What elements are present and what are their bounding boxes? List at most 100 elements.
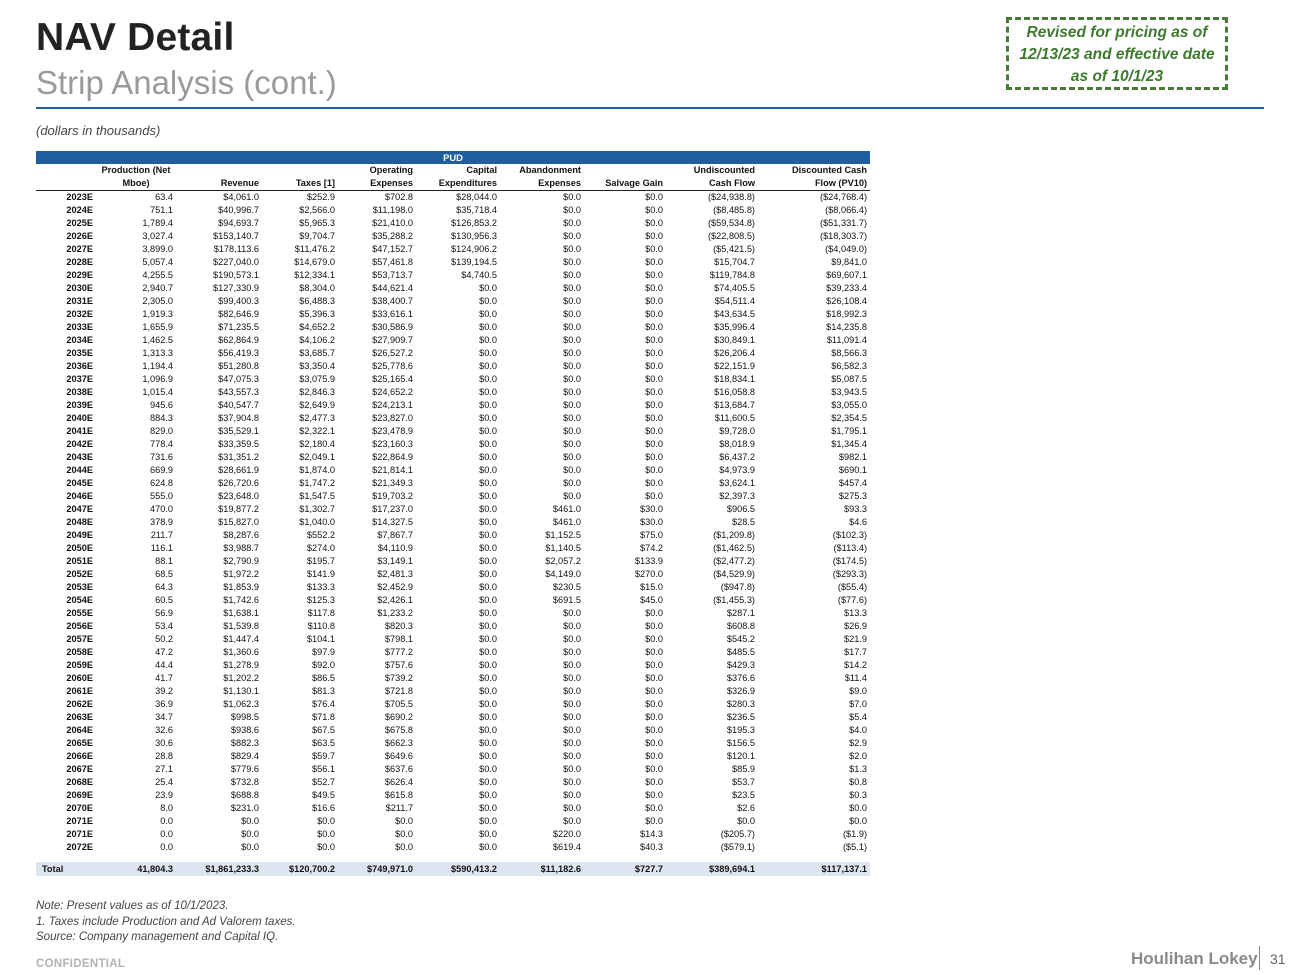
value-cell: $0.0 (645, 296, 663, 306)
value-cell: $16,058.8 (714, 387, 755, 397)
column-header: Expenses (338, 177, 416, 191)
houlihan-lokey-logo: Houlihan Lokey (1131, 949, 1258, 968)
year-cell: 2044E (66, 465, 93, 475)
value-cell: 2,305.0 (142, 296, 173, 306)
column-header: Mboe) (96, 177, 176, 191)
value-cell: $2,354.5 (831, 413, 868, 423)
value-cell: $2.6 (737, 803, 755, 813)
value-cell: $0.0 (645, 634, 663, 644)
value-cell: $2.0 (849, 751, 868, 761)
value-cell: 32.6 (155, 725, 173, 735)
year-cell: 2037E (66, 374, 93, 384)
table-row: 2059E 44.4 $1,278.9 $92.0 $757.6 $0.0 $0.0 $0.0… (36, 659, 870, 672)
value-cell: $0.0 (479, 829, 497, 839)
value-cell: $1,040.0 (299, 517, 335, 527)
value-cell: $0.0 (563, 725, 581, 735)
year-cell: 2043E (66, 452, 93, 462)
value-cell: 63.4 (155, 192, 173, 202)
value-cell: $14.2 (844, 660, 868, 670)
column-header (176, 164, 262, 177)
value-cell: $376.6 (726, 673, 755, 683)
value-cell: $0.0 (479, 517, 497, 527)
value-cell: $0.0 (479, 725, 497, 735)
value-cell: 47.2 (155, 647, 173, 657)
value-cell: $110.8 (307, 621, 335, 631)
value-cell: $23,478.9 (372, 426, 413, 436)
value-cell: $0.0 (645, 426, 663, 436)
total-value: $727.7 (584, 862, 666, 876)
value-cell: 34.7 (155, 712, 173, 722)
value-cell: ($4,049.0) (825, 244, 868, 254)
year-cell: 2028E (66, 257, 93, 267)
table-row: 2072E 0.0 $0.0 $0.0 $0.0 $0.0 $619.4 $40.3 ($579… (36, 841, 870, 854)
year-cell: 2070E (66, 803, 93, 813)
column-header: Salvage Gain (584, 177, 666, 191)
value-cell: $54,511.4 (714, 296, 755, 306)
value-cell: 751.1 (150, 205, 173, 215)
value-cell: $11,198.0 (372, 205, 413, 215)
year-cell: 2058E (66, 647, 93, 657)
value-cell: ($22,808.5) (708, 231, 755, 241)
value-cell: $1,202.2 (223, 673, 259, 683)
value-cell: $0.0 (849, 816, 868, 826)
value-cell: $3,988.7 (223, 543, 259, 553)
value-cell: $0.0 (645, 400, 663, 410)
year-cell: 2053E (66, 582, 93, 592)
value-cell: $608.8 (726, 621, 755, 631)
confidential-label: CONFIDENTIAL (36, 958, 126, 970)
value-cell: $1,152.5 (545, 530, 581, 540)
value-cell: $74.2 (640, 543, 663, 553)
value-cell: ($55.4) (837, 582, 868, 592)
value-cell: $75.0 (640, 530, 663, 540)
table-row: 2047E 470.0 $19,877.2 $1,302.7 $17,237.0 $0.0… (36, 503, 870, 516)
value-cell: $51,280.8 (218, 361, 259, 371)
value-cell: $0.8 (849, 777, 868, 787)
value-cell: $57,461.8 (372, 257, 413, 267)
value-cell: $275.3 (838, 491, 868, 501)
table-row: 2036E 1,194.4 $51,280.8 $3,350.4 $25,778.6 $0… (36, 360, 870, 373)
year-cell: 2057E (66, 634, 93, 644)
value-cell: $0.0 (563, 296, 581, 306)
value-cell: $53,713.7 (372, 270, 413, 280)
value-cell: $15,704.7 (714, 257, 755, 267)
value-cell: ($102.3) (832, 530, 868, 540)
value-cell: $280.3 (726, 699, 755, 709)
column-header-row: Production (Net Operating Capital Abandonme… (36, 164, 870, 177)
value-cell: 1,096.9 (142, 374, 173, 384)
value-cell: $18,834.1 (714, 374, 755, 384)
value-cell: 778.4 (150, 439, 173, 449)
value-cell: $8,018.9 (719, 439, 755, 449)
value-cell: $0.0 (645, 205, 663, 215)
value-cell: 27.1 (155, 764, 173, 774)
value-cell: $4,110.9 (377, 543, 413, 553)
column-header (36, 164, 96, 177)
year-cell: 2061E (66, 686, 93, 696)
table-row: 2058E 47.2 $1,360.6 $97.9 $777.2 $0.0 $0.0 $0.0… (36, 646, 870, 659)
value-cell: $0.0 (479, 686, 497, 696)
value-cell: $3,624.1 (719, 478, 755, 488)
value-cell: $67.5 (312, 725, 335, 735)
value-cell: 68.5 (155, 569, 173, 579)
table-row: 2050E 116.1 $3,988.7 $274.0 $4,110.9 $0.0 $1,1… (36, 542, 870, 555)
value-cell: $27,909.7 (372, 335, 413, 345)
revised-pricing-note: Revised for pricing as of 12/13/23 and e… (1006, 17, 1228, 90)
value-cell: $56.1 (312, 764, 335, 774)
value-cell: $0.0 (563, 400, 581, 410)
value-cell: $40,996.7 (218, 205, 259, 215)
value-cell: $127,330.9 (213, 283, 259, 293)
value-cell: $0.0 (479, 413, 497, 423)
value-cell: $0.0 (645, 816, 663, 826)
table-row: 2066E 28.8 $829.4 $59.7 $649.6 $0.0 $0.0 $0.0 $1… (36, 750, 870, 763)
value-cell: $0.0 (645, 751, 663, 761)
value-cell: $26,206.4 (714, 348, 755, 358)
table-row: 2026E 3,027.4 $153,140.7 $9,704.7 $35,288.2 $… (36, 230, 870, 243)
value-cell: $0.0 (645, 777, 663, 787)
value-cell: $906.5 (726, 504, 755, 514)
value-cell: $25,165.4 (372, 374, 413, 384)
value-cell: $0.0 (479, 621, 497, 631)
value-cell: $12,334.1 (294, 270, 335, 280)
value-cell: $0.0 (241, 829, 259, 839)
value-cell: $0.0 (563, 699, 581, 709)
value-cell: $21,410.0 (372, 218, 413, 228)
value-cell: $0.0 (645, 465, 663, 475)
